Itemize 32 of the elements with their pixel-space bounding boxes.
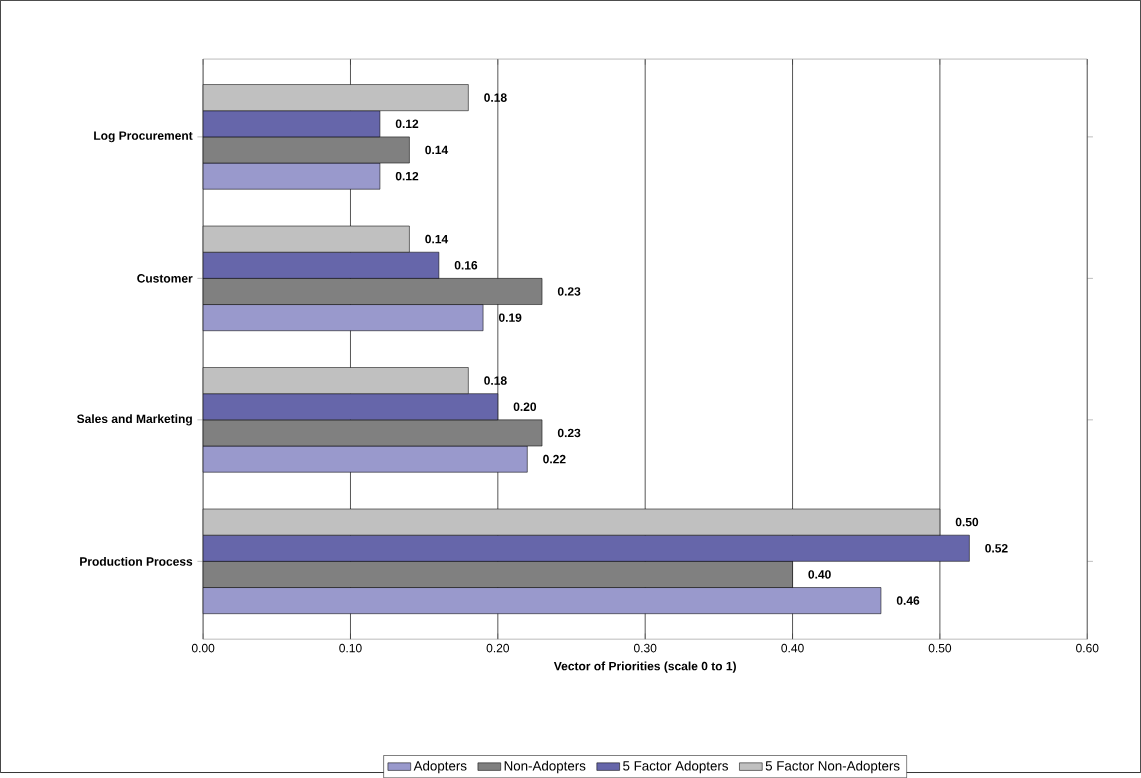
legend-label: 5 Factor Non-Adopters — [765, 760, 900, 774]
data-label: 0.22 — [543, 454, 566, 464]
data-label: 0.23 — [557, 287, 581, 296]
data-label: 0.18 — [484, 93, 507, 102]
data-label: 0.20 — [513, 402, 537, 412]
data-label: 0.14 — [425, 234, 449, 244]
x-tick-label: 0.20 — [486, 643, 510, 653]
x-tick-label: 0.60 — [1076, 643, 1099, 653]
x-tick-label: 0.10 — [339, 643, 362, 653]
legend-label: Adopters — [413, 760, 467, 774]
y-tick-label: Log Procurement — [94, 131, 193, 143]
data-label: 0.50 — [955, 517, 979, 527]
data-label: 0.12 — [395, 119, 419, 129]
legend-label: 5 Factor Adopters — [623, 760, 729, 774]
data-label: 0.52 — [985, 543, 1008, 553]
x-tick-label: 0.50 — [928, 643, 952, 653]
x-tick-label: 0.40 — [781, 643, 804, 653]
data-label: 0.16 — [454, 261, 478, 270]
y-tick-label: Customer — [137, 274, 193, 283]
y-tick-label: Production Process — [80, 556, 193, 566]
y-tick-label: Sales and Marketing — [77, 414, 192, 426]
x-tick-label: 0.00 — [191, 643, 215, 653]
data-label: 0.14 — [425, 145, 449, 155]
data-label: 0.18 — [484, 376, 507, 385]
data-label: 0.19 — [498, 313, 522, 322]
data-label: 0.12 — [395, 171, 419, 181]
data-label: 0.23 — [557, 428, 581, 438]
legend-label: Non-Adopters — [504, 760, 586, 774]
x-axis-title: Vector of Priorities (scale 0 to 1) — [553, 661, 736, 673]
data-label: 0.40 — [808, 570, 831, 579]
x-tick-label: 0.30 — [633, 643, 657, 653]
data-label: 0.46 — [896, 596, 920, 605]
